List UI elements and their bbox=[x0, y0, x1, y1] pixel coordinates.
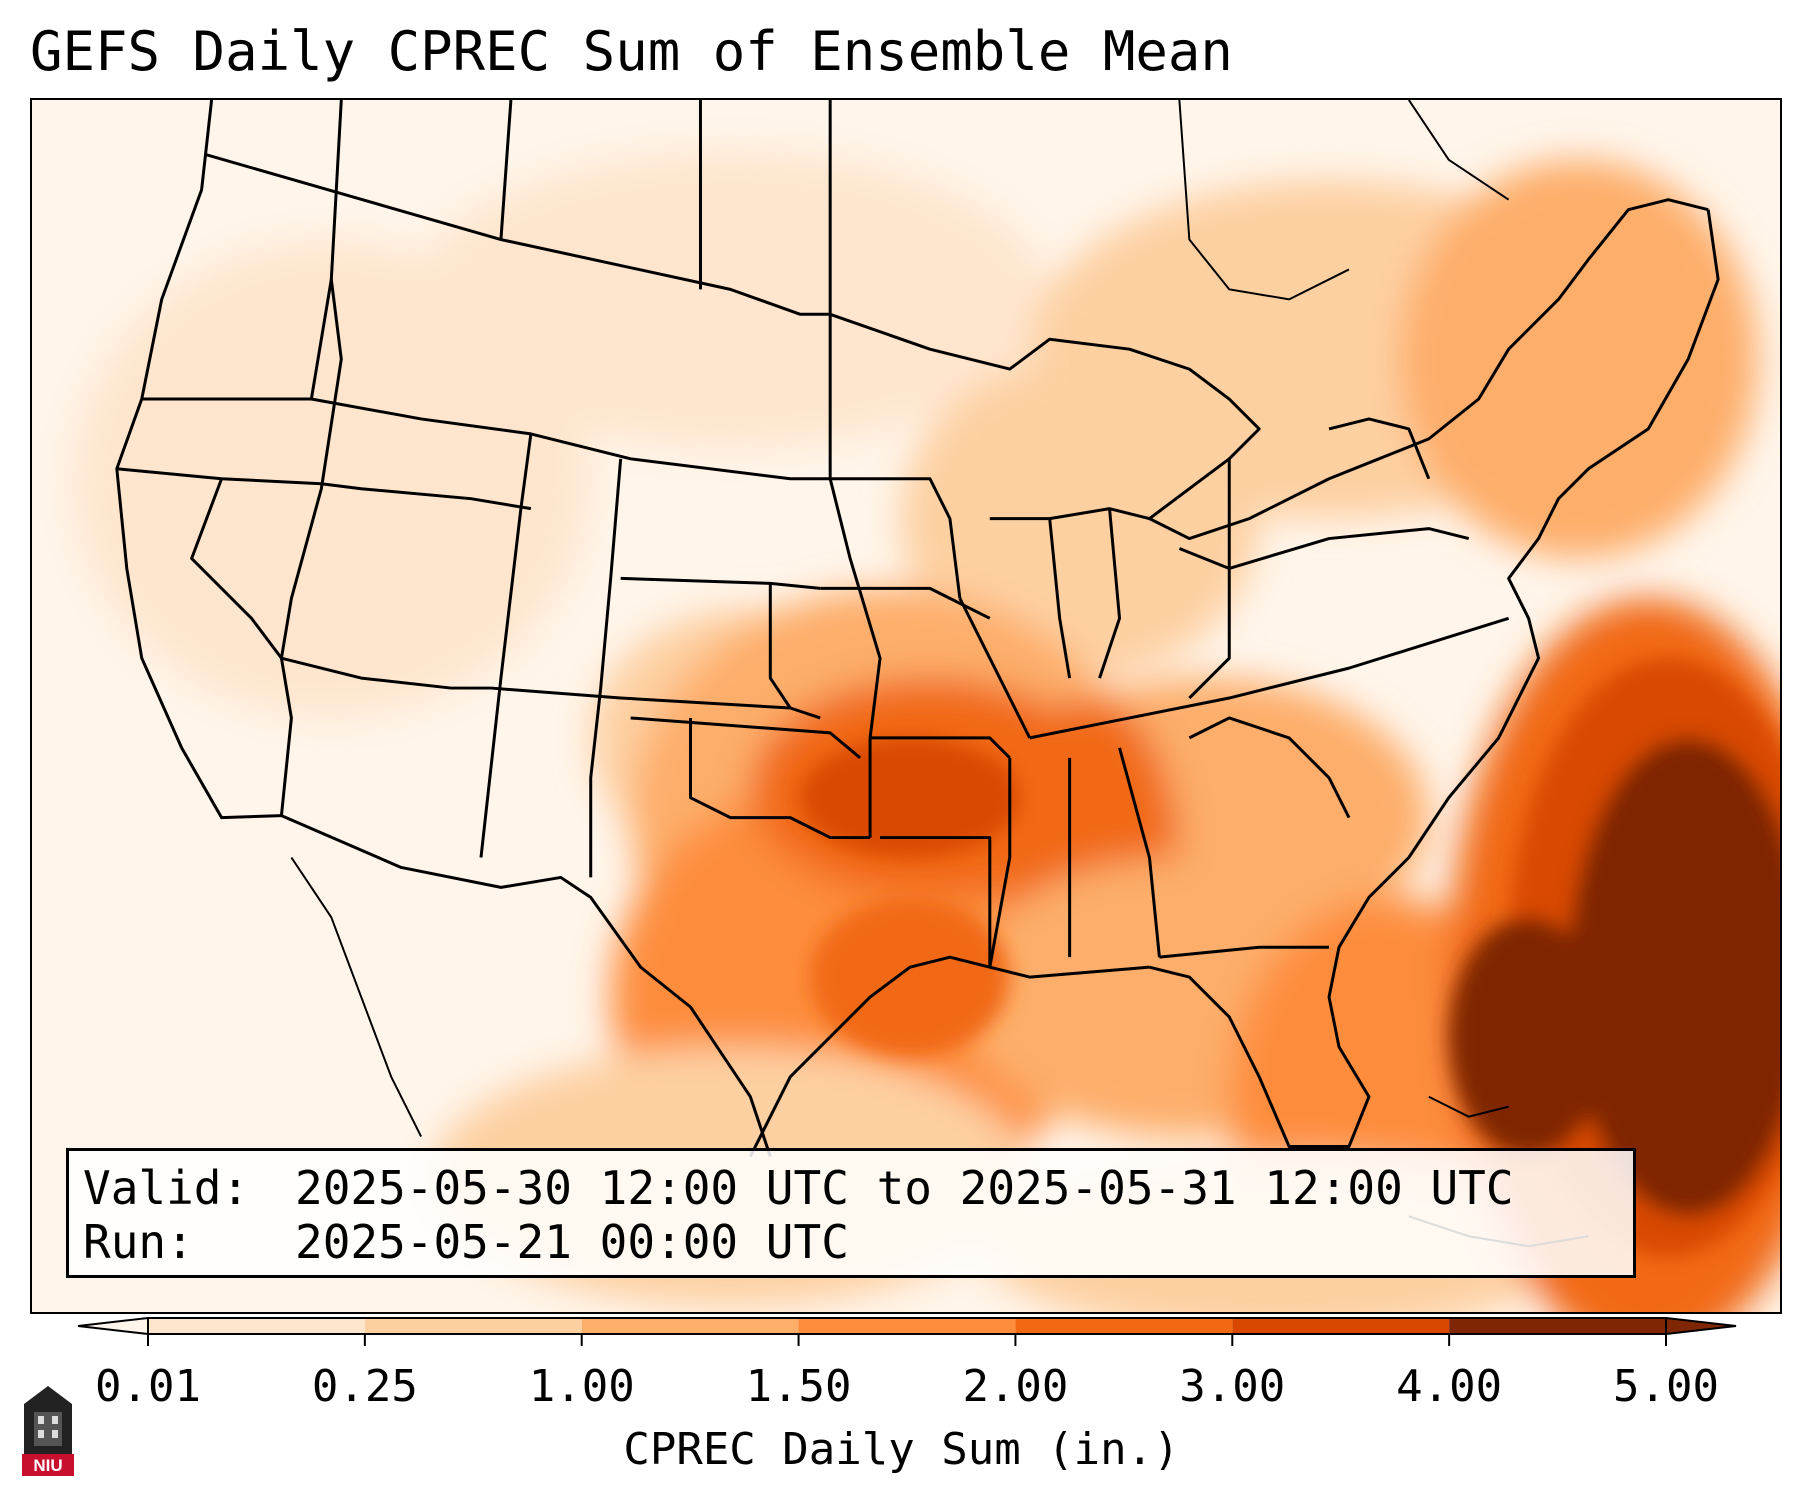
precipitation-map bbox=[32, 100, 1780, 1312]
logo-badge bbox=[22, 1454, 74, 1476]
state-borders bbox=[115, 100, 1720, 1158]
run-label: Run: bbox=[83, 1215, 194, 1269]
colorbar-tick-label: 5.00 bbox=[1613, 1361, 1719, 1412]
valid-label: Valid: bbox=[83, 1161, 250, 1215]
colorbar-tick-label: 3.00 bbox=[1179, 1361, 1286, 1412]
colorbar-tick-label: 1.50 bbox=[745, 1361, 852, 1412]
colorbar-extend-low bbox=[77, 1316, 149, 1336]
chart-title: GEFS Daily CPREC Sum of Ensemble Mean bbox=[30, 20, 1233, 83]
colorbar-segment bbox=[148, 1318, 365, 1334]
colorbar bbox=[0, 1310, 1803, 1350]
colorbar-tick-label: 1.00 bbox=[528, 1361, 635, 1412]
validity-info-box: Valid: 2025-05-30 12:00 UTC to 2025-05-31… bbox=[66, 1148, 1636, 1278]
university-tower-icon: NIU bbox=[22, 1386, 74, 1476]
colorbar-label: CPREC Daily Sum (in.) bbox=[623, 1424, 1180, 1475]
colorbar-outline bbox=[147, 1317, 1667, 1335]
valid-line: Valid: 2025-05-30 12:00 UTC to 2025-05-31… bbox=[83, 1161, 1619, 1215]
logo-text: NIU bbox=[33, 1456, 62, 1475]
map-panel bbox=[30, 98, 1782, 1314]
valid-value: 2025-05-30 12:00 UTC to 2025-05-31 12:00… bbox=[295, 1161, 1514, 1215]
colorbar-segment bbox=[1449, 1318, 1666, 1334]
colorbar-tick-label: 0.25 bbox=[311, 1361, 418, 1412]
colorbar-segment bbox=[364, 1318, 582, 1334]
colorbar-segment bbox=[1232, 1318, 1450, 1334]
colorbar-tick-label: 4.00 bbox=[1396, 1361, 1503, 1412]
run-value: 2025-05-21 00:00 UTC bbox=[295, 1215, 849, 1269]
colorbar-graphic bbox=[77, 1316, 1737, 1346]
colorbar-tick-label: 0.01 bbox=[95, 1361, 201, 1412]
colorbar-segment bbox=[1015, 1318, 1233, 1334]
run-line: Run: 2025-05-21 00:00 UTC bbox=[83, 1215, 1619, 1269]
colorbar-segment bbox=[798, 1318, 1016, 1334]
precip-field-core bbox=[800, 658, 1780, 1257]
colorbar-segment bbox=[581, 1318, 799, 1334]
colorbar-tick-label: 2.00 bbox=[962, 1361, 1069, 1412]
colorbar-extend-high bbox=[1665, 1316, 1737, 1336]
